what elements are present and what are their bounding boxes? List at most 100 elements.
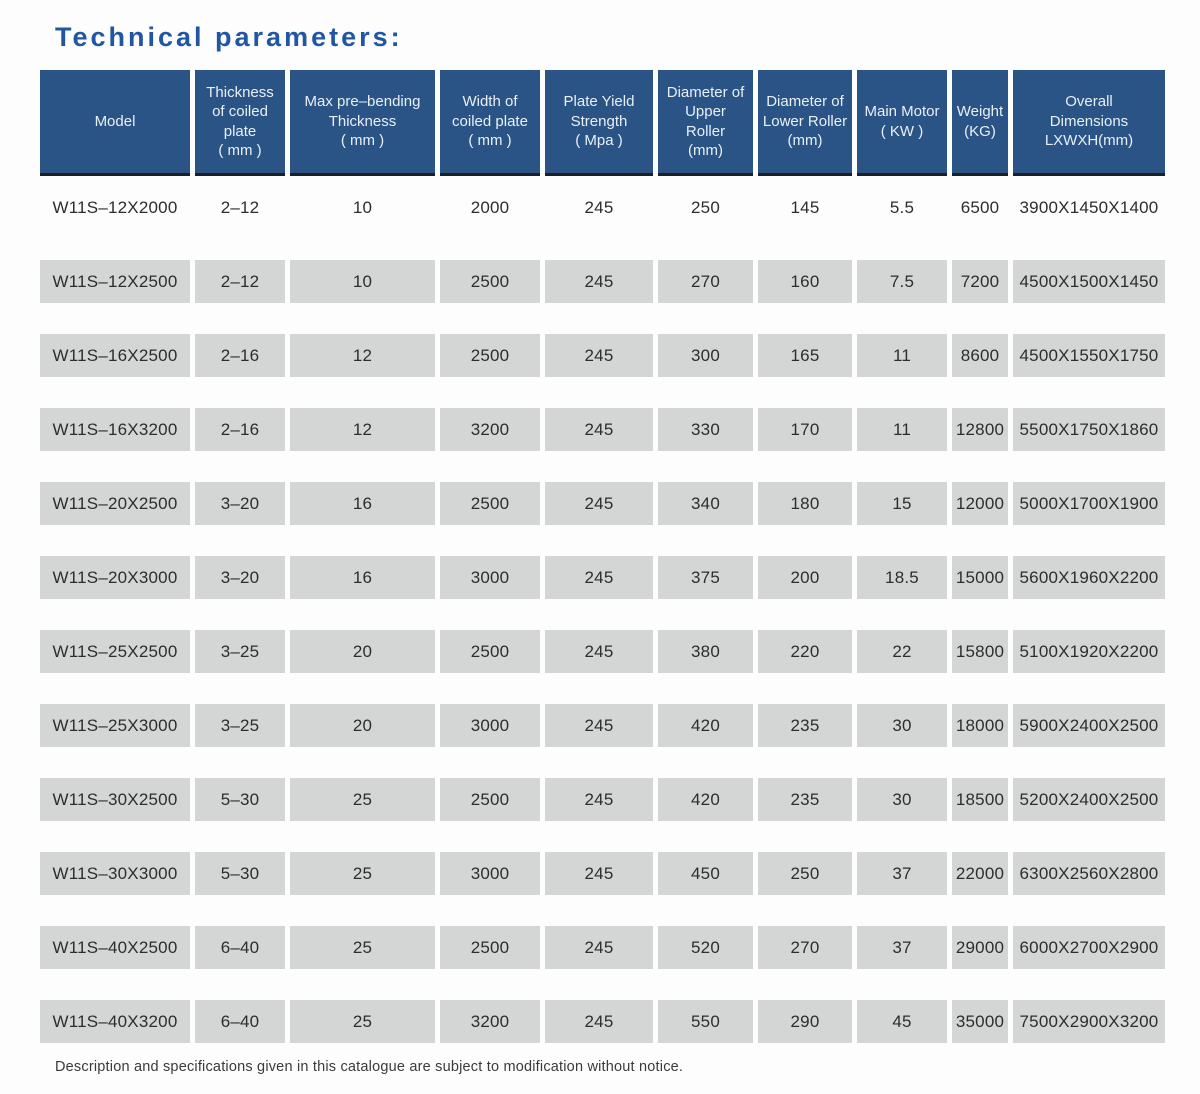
- table-cell: 2–12: [195, 260, 285, 303]
- table-cell: 22: [857, 630, 947, 673]
- table-cell: 25: [290, 852, 435, 895]
- table-cell: 37: [857, 852, 947, 895]
- table-row: W11S–20X2500 3–20 16 2500 245 340 180 15 12000 50…: [40, 482, 1165, 525]
- table-cell: 245: [545, 926, 653, 969]
- table-cell: 235: [758, 704, 852, 747]
- table-cell: 6500: [960, 197, 1000, 217]
- table-row: W11S–40X3200 6–40 25 3200 245 550 290 45 35000 75…: [40, 1000, 1165, 1043]
- table-cell: 220: [758, 630, 852, 673]
- table-cell: 520: [658, 926, 753, 969]
- table-cell: 420: [658, 704, 753, 747]
- table-cell: 15000: [952, 556, 1008, 599]
- table-cell: 30: [857, 704, 947, 747]
- table-cell: 245: [545, 852, 653, 895]
- cell-model: W11S–20X3000: [40, 556, 190, 599]
- table-cell: 6–40: [195, 926, 285, 969]
- header-cell-upper-roller: Diameter of Upper Roller (mm): [658, 70, 753, 176]
- table-cell: 4500X1550X1750: [1013, 334, 1165, 377]
- cell-model: W11S–12X2000: [52, 197, 178, 217]
- table-cell: 35000: [952, 1000, 1008, 1043]
- table-cell: 22000: [952, 852, 1008, 895]
- table-cell: 5–30: [195, 778, 285, 821]
- table-cell: 330: [658, 408, 753, 451]
- table-cell: 2–16: [195, 334, 285, 377]
- table-cell: 250: [691, 197, 720, 217]
- table-cell: 11: [857, 408, 947, 451]
- table-cell: 340: [658, 482, 753, 525]
- table-cell: 245: [584, 197, 614, 217]
- table-row: W11S–16X3200 2–16 12 3200 245 330 170 11 12800 55…: [40, 408, 1165, 451]
- table-cell: 245: [545, 334, 653, 377]
- table-cell: 12: [290, 408, 435, 451]
- header-cell-model: Model: [40, 70, 190, 176]
- cell-model: W11S–25X2500: [40, 630, 190, 673]
- footer-note: Description and specifications given in …: [55, 1059, 684, 1075]
- cell-model: W11S–20X2500: [40, 482, 190, 525]
- table-cell: 5200X2400X2500: [1013, 778, 1165, 821]
- table-cell: 250: [758, 852, 852, 895]
- table-row: W11S–30X3000 5–30 25 3000 245 450 250 37 22000 63…: [40, 852, 1165, 895]
- table-cell: 300: [658, 334, 753, 377]
- table-cell: 245: [545, 408, 653, 451]
- table-cell: 245: [545, 482, 653, 525]
- table-cell: 180: [758, 482, 852, 525]
- table-cell: 3900X1450X1400: [1019, 197, 1159, 217]
- table-cell: 29000: [952, 926, 1008, 969]
- table-cell: 15: [857, 482, 947, 525]
- table-cell: 245: [545, 704, 653, 747]
- table-cell: 7.5: [857, 260, 947, 303]
- table-cell: 245: [545, 1000, 653, 1043]
- table-row: W11S–12X2500 2–12 10 2500 245 270 160 7.5 7200 45…: [40, 260, 1165, 303]
- cell-model: W11S–25X3000: [40, 704, 190, 747]
- table-cell: 12800: [952, 408, 1008, 451]
- table-cell: 235: [758, 778, 852, 821]
- table-cell: 380: [658, 630, 753, 673]
- table-cell: 37: [857, 926, 947, 969]
- table-cell: 18.5: [857, 556, 947, 599]
- table-cell: 20: [290, 630, 435, 673]
- table-cell: 25: [290, 1000, 435, 1043]
- table-cell: 5100X1920X2200: [1013, 630, 1165, 673]
- table-cell: 375: [658, 556, 753, 599]
- table-cell: 245: [545, 260, 653, 303]
- table-cell: 3–20: [195, 556, 285, 599]
- table-cell: 245: [545, 778, 653, 821]
- table-cell: 25: [290, 926, 435, 969]
- table-cell: 200: [758, 556, 852, 599]
- table-cell: 3000: [440, 704, 540, 747]
- table-cell: 2500: [440, 630, 540, 673]
- table-row: W11S–25X2500 3–25 20 2500 245 380 220 22 15800 51…: [40, 630, 1165, 673]
- table-cell: 2500: [440, 482, 540, 525]
- header-cell-coil-width: Width of coiled plate ( mm ): [440, 70, 540, 176]
- table-header-row: Model Thickness of coiled plate ( mm ) Max…: [40, 70, 1165, 176]
- table-cell: 12000: [952, 482, 1008, 525]
- table-cell: 11: [857, 334, 947, 377]
- table-cell: 5.5: [889, 197, 915, 217]
- table-cell: 2–12: [220, 197, 260, 217]
- table-cell: 5–30: [195, 852, 285, 895]
- header-cell-main-motor: Main Motor ( KW ): [857, 70, 947, 176]
- table-cell: 15800: [952, 630, 1008, 673]
- page-title: Technical parameters:: [55, 22, 403, 52]
- table-cell: 4500X1500X1450: [1013, 260, 1165, 303]
- table-cell: 2000: [470, 197, 510, 217]
- table-cell: 2500: [440, 260, 540, 303]
- table-cell: 25: [290, 778, 435, 821]
- cell-model: W11S–30X3000: [40, 852, 190, 895]
- table-cell: 45: [857, 1000, 947, 1043]
- table-row: W11S–40X2500 6–40 25 2500 245 520 270 37 29000 60…: [40, 926, 1165, 969]
- header-cell-dimensions: Overall Dimensions LXWXH(mm): [1013, 70, 1165, 176]
- table-cell: 270: [758, 926, 852, 969]
- table-cell: 6300X2560X2800: [1013, 852, 1165, 895]
- table-cell: 3–25: [195, 630, 285, 673]
- table-row: W11S–16X2500 2–16 12 2500 245 300 165 11 8600 450…: [40, 334, 1165, 377]
- table-cell: 5000X1700X1900: [1013, 482, 1165, 525]
- table-cell: 2500: [440, 778, 540, 821]
- table-cell: 420: [658, 778, 753, 821]
- header-cell-max-prebending: Max pre–bending Thickness ( mm ): [290, 70, 435, 176]
- table-cell: 7500X2900X3200: [1013, 1000, 1165, 1043]
- table-cell: 5600X1960X2200: [1013, 556, 1165, 599]
- table-cell: 3000: [440, 556, 540, 599]
- table-cell: 12: [290, 334, 435, 377]
- table-cell: 550: [658, 1000, 753, 1043]
